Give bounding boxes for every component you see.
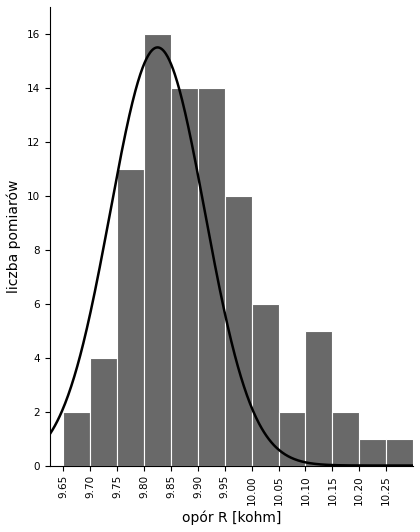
Bar bbox=[225, 196, 252, 466]
Bar bbox=[305, 331, 332, 466]
Bar bbox=[144, 34, 171, 466]
Bar bbox=[117, 169, 144, 466]
Bar bbox=[359, 438, 386, 466]
Bar bbox=[332, 412, 359, 466]
Bar bbox=[198, 88, 225, 466]
Bar bbox=[252, 304, 278, 466]
Y-axis label: liczba pomiarów: liczba pomiarów bbox=[7, 179, 21, 293]
Bar bbox=[63, 412, 90, 466]
Bar bbox=[90, 358, 117, 466]
X-axis label: opór R [kohm]: opór R [kohm] bbox=[182, 511, 281, 525]
Bar bbox=[386, 438, 413, 466]
Bar bbox=[278, 412, 305, 466]
Bar bbox=[171, 88, 198, 466]
